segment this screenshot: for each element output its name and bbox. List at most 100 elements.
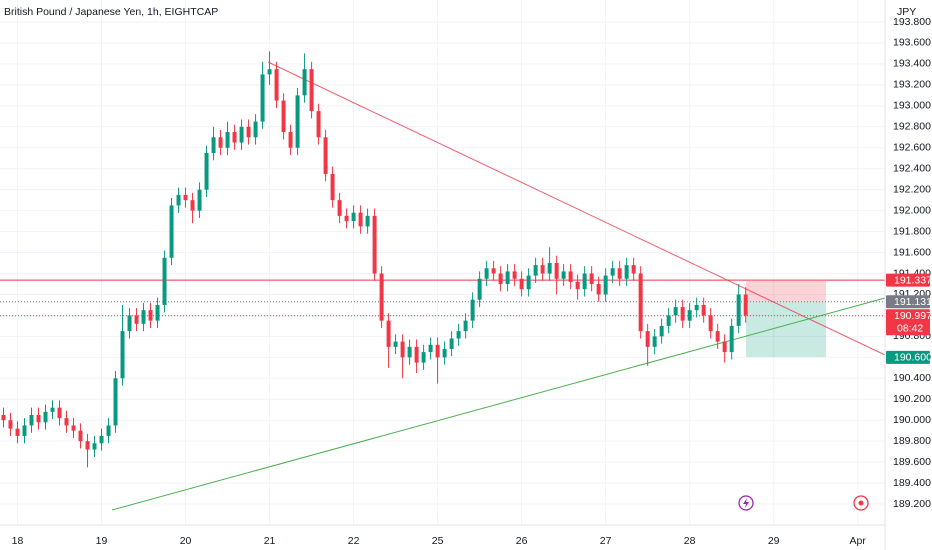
candle-body: [225, 132, 230, 148]
candle-body: [547, 263, 552, 274]
price-label: 190.600: [894, 352, 932, 364]
price-lines: [0, 279, 885, 317]
target-icon[interactable]: [853, 495, 869, 511]
price-label-box: [886, 350, 930, 364]
candle-body: [673, 307, 678, 316]
y-tick-label: 189.200: [893, 498, 931, 510]
y-tick-label: 193.600: [893, 37, 931, 49]
candle-body: [85, 441, 90, 450]
y-tick-label: 189.400: [893, 477, 931, 489]
chart-title: British Pound / Japanese Yen, 1h, EIGHTC…: [4, 6, 218, 18]
x-tick-label: 28: [684, 535, 696, 547]
candle-body: [295, 95, 300, 148]
candle-body: [120, 331, 125, 379]
candle-body: [582, 273, 587, 290]
x-tick-label: 20: [180, 535, 192, 547]
candle-body: [134, 315, 139, 324]
candle-body: [29, 414, 34, 426]
y-tick-label: 190.200: [893, 393, 931, 405]
candle-body: [113, 378, 118, 426]
candle-body: [155, 304, 160, 321]
candle-body: [596, 283, 601, 295]
candle-body: [92, 443, 97, 450]
candle-body: [414, 346, 419, 363]
candle-body: [652, 336, 657, 347]
candle-body: [680, 307, 685, 321]
y-tick-label: 191.600: [893, 246, 931, 258]
candle-body: [554, 263, 559, 279]
candle-body: [729, 325, 734, 353]
price-label-box: [886, 309, 930, 336]
candle-body: [575, 281, 580, 290]
candle-body: [477, 278, 482, 300]
stop-zone: [746, 281, 826, 302]
candle-body: [442, 348, 447, 358]
candle-body: [736, 294, 741, 326]
candle-body: [281, 100, 286, 133]
candle-body: [309, 69, 314, 112]
candle-body: [421, 352, 426, 363]
candle-body: [274, 69, 279, 101]
price-label: 190.997: [894, 310, 932, 322]
x-tick-label: 22: [348, 535, 360, 547]
candle-body: [533, 265, 538, 276]
x-tick-label: 29: [768, 535, 780, 547]
candle-body: [519, 278, 524, 290]
candle-body: [106, 425, 111, 436]
candle-body: [1, 414, 6, 421]
x-tick-label: 27: [600, 535, 612, 547]
y-tick-label: 190.400: [893, 372, 931, 384]
candle-body: [176, 194, 181, 206]
candle-body: [526, 275, 531, 290]
candle-body: [631, 265, 636, 274]
candle-body: [512, 271, 517, 279]
candle-body: [71, 425, 76, 431]
candle-body: [211, 137, 216, 153]
candle-body: [204, 152, 209, 190]
x-tick-label: Apr: [850, 535, 867, 547]
price-label-box: [886, 295, 930, 309]
candle-body: [624, 265, 629, 279]
candle-body: [701, 304, 706, 316]
y-tick-label: 189.800: [893, 435, 931, 447]
candle-body: [645, 331, 650, 347]
y-tick-label: 192.800: [893, 121, 931, 133]
candle-body: [190, 200, 195, 211]
x-tick-label: 21: [264, 535, 276, 547]
candle-body: [449, 338, 454, 349]
candle-body: [337, 200, 342, 216]
price-label: 191.131: [894, 296, 932, 308]
candle-body: [197, 189, 202, 211]
candle-body: [358, 212, 363, 227]
candle-body: [260, 74, 265, 122]
candle-body: [659, 325, 664, 337]
resistance-trendline: [267, 61, 886, 356]
candle-body: [64, 418, 69, 426]
price-label-box: [886, 273, 930, 287]
candle-body: [561, 271, 566, 279]
candle-body: [344, 215, 349, 222]
candle-body: [589, 273, 594, 284]
y-tick-label: 189.600: [893, 456, 931, 468]
alert-icon[interactable]: [738, 495, 754, 511]
candle-body: [456, 331, 461, 339]
x-tick-label: 25: [432, 535, 444, 547]
candle-body: [148, 310, 153, 321]
candle-body: [288, 132, 293, 148]
candle-body: [36, 414, 41, 423]
x-tick-label: 18: [12, 535, 24, 547]
currency: JPY: [897, 6, 916, 18]
candle-body: [428, 344, 433, 353]
candle-body: [666, 315, 671, 326]
candle-body: [169, 205, 174, 258]
candle-body: [22, 425, 27, 436]
y-tick-label: 192.400: [893, 162, 931, 174]
candle-body: [484, 268, 489, 279]
candle-body: [393, 341, 398, 347]
candle-body: [372, 215, 377, 274]
candle-body: [253, 121, 258, 138]
candle-body: [617, 268, 622, 279]
target-zone: [746, 302, 826, 357]
y-tick-label: 193.400: [893, 58, 931, 70]
